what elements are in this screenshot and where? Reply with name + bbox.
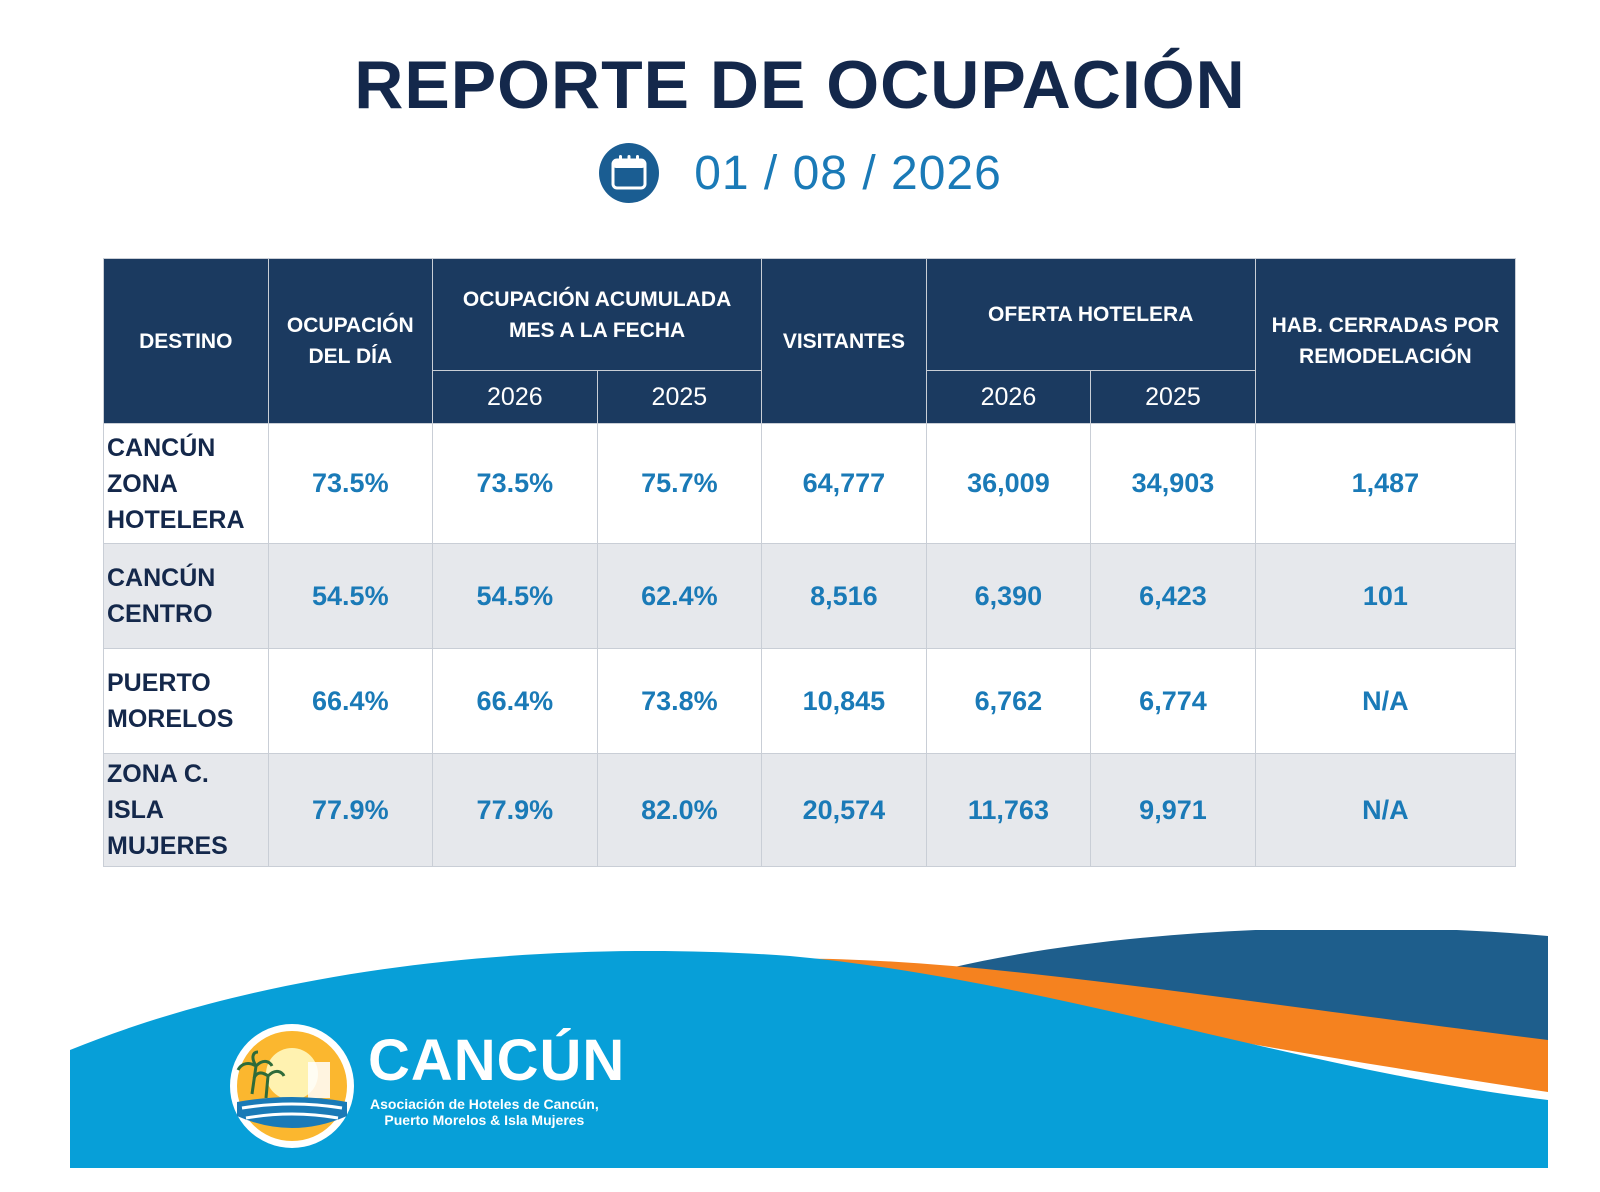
- oferta-2026-cell: 11,763: [925, 753, 1092, 867]
- destino-cell: CANCÚN ZONA HOTELERA: [103, 423, 269, 544]
- header-acum-2026: 2026: [432, 370, 598, 424]
- header-destino: DESTINO: [103, 258, 269, 424]
- report-date: 01 / 08 / 2026: [694, 146, 1002, 200]
- acum-2026-cell: 73.5%: [432, 423, 598, 544]
- table-row: ZONA C. ISLA MUJERES 77.9% 77.9% 82.0% 2…: [103, 753, 1517, 867]
- sun-palm-logo-icon: [230, 1024, 354, 1148]
- footer-wave: [70, 930, 1548, 1168]
- table-row: CANCÚN ZONA HOTELERA 73.5% 73.5% 75.7% 6…: [103, 423, 1517, 544]
- cerradas-cell: 101: [1254, 543, 1517, 649]
- destino-cell: ZONA C. ISLA MUJERES: [103, 753, 269, 867]
- header-oferta-2025: 2025: [1090, 370, 1256, 424]
- acum-2026-cell: 66.4%: [432, 648, 598, 754]
- cerradas-cell: 1,487: [1254, 423, 1517, 544]
- oferta-2025-cell: 9,971: [1090, 753, 1256, 867]
- table-row: CANCÚN CENTRO 54.5% 54.5% 62.4% 8,516 6,…: [103, 543, 1517, 649]
- oferta-2026-cell: 6,390: [925, 543, 1092, 649]
- acum-2025-cell: 62.4%: [596, 543, 763, 649]
- visitantes-cell: 20,574: [761, 753, 927, 867]
- header-ocupacion-dia: OCUPACIÓN DEL DÍA: [267, 258, 434, 424]
- cerradas-cell: N/A: [1254, 648, 1517, 754]
- occupancy-table: DESTINO OCUPACIÓN DEL DÍA OCUPACIÓN ACUM…: [103, 258, 1517, 867]
- header-acum-2025: 2025: [596, 370, 763, 424]
- visitantes-cell: 8,516: [761, 543, 927, 649]
- oferta-2025-cell: 6,774: [1090, 648, 1256, 754]
- brand-tagline: Asociación de Hoteles de Cancún, Puerto …: [370, 1096, 599, 1128]
- acum-2026-cell: 77.9%: [432, 753, 598, 867]
- brand-tagline-line-1: Asociación de Hoteles de Cancún,: [370, 1096, 599, 1112]
- ocupacion-dia-cell: 77.9%: [267, 753, 434, 867]
- brand-tagline-line-2: Puerto Morelos & Isla Mujeres: [384, 1112, 585, 1128]
- calendar-icon: [599, 143, 660, 203]
- ocupacion-dia-cell: 54.5%: [267, 543, 434, 649]
- table-row: PUERTO MORELOS 66.4% 66.4% 73.8% 10,845 …: [103, 648, 1517, 754]
- ocupacion-dia-cell: 66.4%: [267, 648, 434, 754]
- destino-cell: CANCÚN CENTRO: [103, 543, 269, 649]
- visitantes-cell: 64,777: [761, 423, 927, 544]
- acum-2025-cell: 73.8%: [596, 648, 763, 754]
- header-oferta-2026: 2026: [925, 370, 1092, 424]
- acum-2025-cell: 75.7%: [596, 423, 763, 544]
- oferta-2025-cell: 34,903: [1090, 423, 1256, 544]
- acum-2026-cell: 54.5%: [432, 543, 598, 649]
- visitantes-cell: 10,845: [761, 648, 927, 754]
- header-hab-cerradas: HAB. CERRADAS POR REMODELACIÓN: [1254, 258, 1517, 424]
- acum-2025-cell: 82.0%: [596, 753, 763, 867]
- page-title: REPORTE DE OCUPACIÓN: [354, 47, 1246, 123]
- header-oferta-hotelera: OFERTA HOTELERA: [925, 258, 1256, 371]
- oferta-2026-cell: 6,762: [925, 648, 1092, 754]
- header-ocupacion-acumulada: OCUPACIÓN ACUMULADA MES A LA FECHA: [432, 258, 763, 371]
- destino-cell: PUERTO MORELOS: [103, 648, 269, 754]
- oferta-2025-cell: 6,423: [1090, 543, 1256, 649]
- brand-name: CANCÚN: [368, 1028, 626, 1093]
- header-visitantes: VISITANTES: [761, 258, 927, 424]
- date-row: 01 / 08 / 2026: [0, 142, 1600, 204]
- cerradas-cell: N/A: [1254, 753, 1517, 867]
- ocupacion-dia-cell: 73.5%: [267, 423, 434, 544]
- oferta-2026-cell: 36,009: [925, 423, 1092, 544]
